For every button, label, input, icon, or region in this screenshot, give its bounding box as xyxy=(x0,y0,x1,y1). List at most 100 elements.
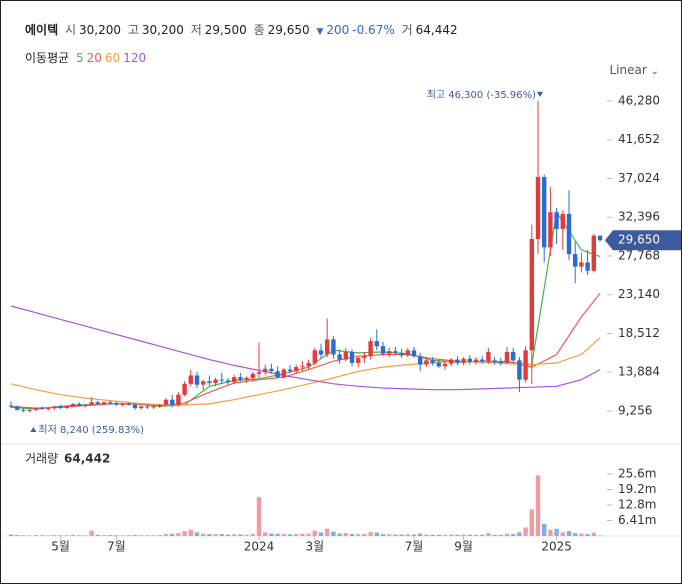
volume-bar xyxy=(238,534,243,536)
volume-bar xyxy=(287,534,293,536)
volume-bar xyxy=(306,533,311,536)
volume-bar xyxy=(108,535,113,536)
ma-legend-entry[interactable]: 5 xyxy=(76,51,84,65)
candle-body xyxy=(89,402,94,405)
candle-body xyxy=(312,350,317,363)
candle-body xyxy=(424,360,429,365)
candle-body xyxy=(486,352,491,362)
volume-bar xyxy=(337,533,342,536)
volume-bar xyxy=(560,532,565,536)
candle-body xyxy=(449,359,454,364)
volume-bar xyxy=(300,533,305,536)
ma-legend-entry[interactable]: 20 xyxy=(86,51,102,65)
candle-body xyxy=(27,409,32,411)
volume-bar xyxy=(114,535,119,536)
volume-latest: 64,442 xyxy=(64,452,110,466)
candle-body xyxy=(33,408,38,410)
candle-body xyxy=(281,369,286,378)
candle-body xyxy=(294,367,299,372)
candle-body xyxy=(58,406,63,409)
ma-legend-entry[interactable]: 60 xyxy=(104,51,121,65)
volume-bar xyxy=(430,534,435,536)
candle-body xyxy=(405,350,410,356)
volume-bar xyxy=(349,533,355,536)
candle-body xyxy=(368,341,373,357)
volume-bar xyxy=(33,535,38,536)
volume-bar xyxy=(529,509,534,536)
volume-bar xyxy=(58,535,63,536)
volume-bar xyxy=(362,534,367,536)
candle-body xyxy=(269,368,274,372)
volume-bar xyxy=(8,534,14,536)
volume-bar xyxy=(331,531,336,536)
volume-bar xyxy=(424,534,429,536)
volume-bar xyxy=(356,534,361,536)
candle-body xyxy=(511,352,516,361)
candle-body xyxy=(325,339,330,355)
candle-body xyxy=(566,213,572,255)
volume-bar xyxy=(15,535,20,536)
scale-button-label[interactable]: Linear xyxy=(609,63,647,77)
volume-bar xyxy=(89,530,94,536)
y-tick-label: 13,884 xyxy=(618,365,660,379)
volume-bar xyxy=(250,534,255,536)
candle-body xyxy=(535,177,541,239)
candle-body xyxy=(343,352,348,360)
candle-body xyxy=(170,399,175,405)
open: 30,200 xyxy=(79,23,121,37)
candle-body xyxy=(8,405,14,407)
candle-body xyxy=(114,403,119,405)
candle-body xyxy=(15,406,20,410)
volume-tick-label: 19.2m xyxy=(618,482,656,496)
candle-body xyxy=(461,358,466,363)
candle-body xyxy=(250,373,255,378)
candle-body xyxy=(126,403,131,405)
volume-bar xyxy=(207,534,212,536)
candle-body xyxy=(101,402,107,404)
volume-bar xyxy=(380,534,386,536)
candle-body xyxy=(225,380,231,383)
x-tick-label: 3월 xyxy=(305,540,324,554)
candle-body xyxy=(70,403,76,407)
x-tick-label: 2024 xyxy=(244,540,275,554)
volume-bar xyxy=(504,533,510,536)
volume-bar xyxy=(201,533,206,536)
volume-bar xyxy=(219,534,224,536)
candle-body xyxy=(188,375,193,384)
candle-body xyxy=(573,254,578,267)
volume-bar xyxy=(325,528,330,536)
volume-bar xyxy=(467,534,472,536)
volume-bar xyxy=(188,529,193,536)
candle-body xyxy=(139,406,144,409)
candle-body xyxy=(529,238,534,351)
volume-bar xyxy=(498,534,503,536)
volume-bar xyxy=(554,528,559,536)
volume-bar xyxy=(461,534,466,536)
volume-bar xyxy=(312,530,317,536)
low-label: 저 xyxy=(190,23,202,37)
volume-bar xyxy=(480,534,485,536)
ma-legend-entry[interactable]: 120 xyxy=(123,51,147,65)
change-arrow: ▼ xyxy=(316,27,324,37)
candle-body xyxy=(194,375,200,385)
candle-body xyxy=(380,346,386,354)
volume-bar xyxy=(263,532,268,536)
volume-tick-label: 12.8m xyxy=(618,497,656,511)
candle-body xyxy=(95,402,100,404)
high-label: 고 xyxy=(127,23,139,37)
volume-bar xyxy=(46,535,51,536)
volume-bar xyxy=(126,535,131,536)
close-label: 종 xyxy=(253,23,265,37)
volume-bar xyxy=(492,534,497,536)
volume-bar xyxy=(256,497,262,536)
candle-body xyxy=(219,379,224,381)
stock-name: 에이텍 xyxy=(25,23,59,37)
scale-button[interactable]: Linear ⌄ xyxy=(609,63,659,77)
candle-body xyxy=(411,350,417,357)
volume-bar xyxy=(573,533,578,536)
candle-body xyxy=(436,362,441,367)
candle-body xyxy=(356,357,361,363)
candle-body xyxy=(238,377,243,380)
